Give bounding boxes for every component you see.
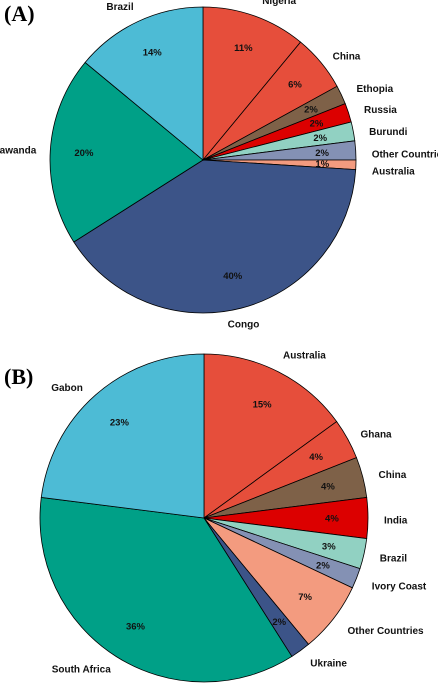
pie-value-label: 4% — [321, 482, 335, 493]
panel-label-a: (A) — [4, 1, 35, 26]
pie-slice-rawanda — [49, 61, 204, 243]
pie-category-label: Other Countries — [348, 626, 425, 637]
pie-category-label: China — [379, 470, 407, 481]
pie-category-label: Gabon — [51, 383, 83, 394]
pie-value-label: 23% — [110, 418, 130, 429]
pie-a-labels: 11% Nigeria 6% China 2% Ethopia 2% Russia 2% Buru… — [0, 0, 438, 330]
pie-category-label: Ivory Coast — [372, 582, 427, 593]
pie-category-label: Ethopia — [357, 84, 394, 95]
pie-value-label: 15% — [253, 400, 273, 411]
pie-category-label: Burundi — [369, 127, 408, 138]
pie-value-label: 11% — [234, 43, 253, 54]
pie-value-label: 6% — [288, 79, 302, 90]
pie-a-slices — [49, 6, 357, 314]
pie-category-label: Australia — [372, 167, 415, 178]
pie-value-label: 7% — [298, 592, 312, 603]
pie-slice-australia — [203, 353, 338, 519]
pie-category-label: Ukraine — [310, 658, 347, 669]
pie-value-label: 14% — [143, 48, 163, 59]
pie-value-label: 2% — [315, 148, 329, 159]
pie-slice-brazil — [84, 6, 204, 161]
pie-slice-congo — [73, 159, 357, 314]
pie-category-label: Rawanda — [0, 145, 37, 156]
pie-category-label: Brazil — [106, 2, 133, 13]
pie-value-label: 2% — [304, 105, 318, 116]
pie-category-label: Brazil — [380, 554, 407, 565]
pie-category-label: Congo — [228, 319, 260, 330]
pie-b-slices — [39, 353, 369, 683]
panel-label-b: (B) — [4, 364, 33, 389]
pie-slice-nigeria — [202, 6, 302, 162]
pie-value-label: 36% — [126, 622, 146, 633]
pie-value-label: 40% — [223, 271, 243, 282]
pie-category-label: Other Countries — [372, 149, 438, 160]
pie-value-label: 2% — [313, 133, 327, 144]
pie-slice-gabon — [40, 353, 205, 519]
pie-value-label: 20% — [74, 148, 94, 159]
pie-category-label: India — [384, 516, 408, 527]
pie-value-label: 2% — [310, 119, 324, 130]
pie-category-label: Australia — [283, 351, 326, 362]
pie-b-labels: 15% Australia 4% Ghana 4% China 4% India 3% Brazi… — [51, 351, 427, 676]
pie-value-label: 4% — [309, 452, 323, 463]
pie-slice-south-africa — [39, 497, 293, 683]
pie-category-label: South Africa — [52, 664, 112, 675]
pie-value-label: 1% — [315, 159, 329, 170]
pie-value-label: 4% — [325, 514, 339, 525]
pie-category-label: Russia — [364, 105, 397, 116]
pie-value-label: 2% — [272, 617, 286, 628]
pie-category-label: Nigeria — [262, 0, 296, 7]
pie-category-label: Ghana — [361, 430, 393, 441]
pie-category-label: China — [333, 52, 361, 63]
pie-value-label: 3% — [322, 541, 336, 552]
pie-value-label: 2% — [316, 561, 330, 572]
pie-chart-b: (B) 15% Australia 4% Ghana 4% China 4% India 3% B… — [4, 351, 427, 683]
pie-chart-a: (A) 11% Nigeria 6% China 2% Ethopia 2% Russia 2%… — [0, 0, 438, 330]
